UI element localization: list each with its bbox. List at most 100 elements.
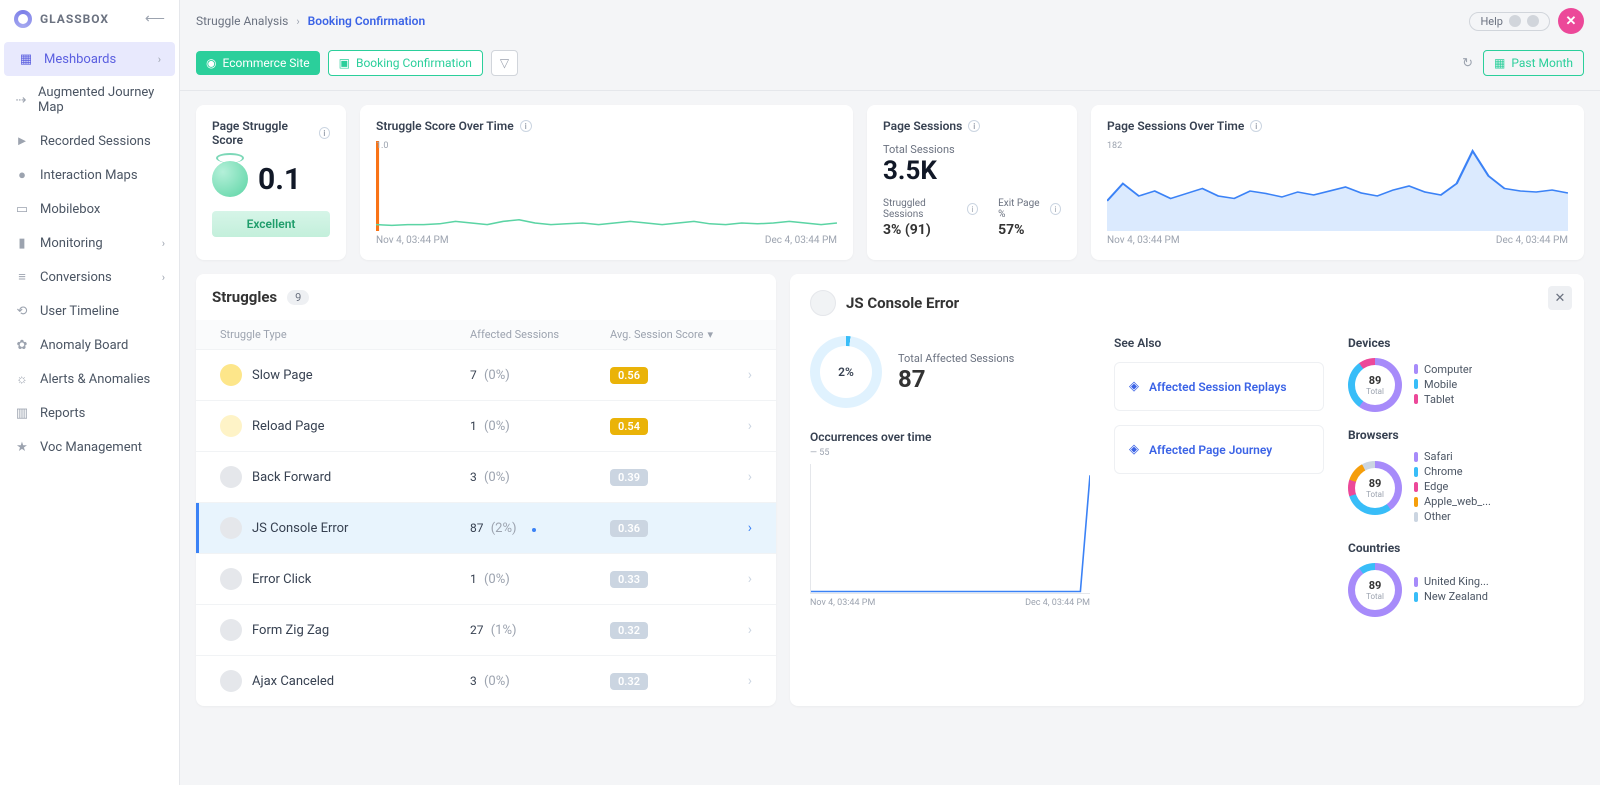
info-icon[interactable]: i xyxy=(1050,203,1061,215)
sidebar-item-reports[interactable]: ▥Reports xyxy=(0,396,179,430)
exit-value: 57% xyxy=(998,222,1061,238)
sidebar-item-augmented-journey-map[interactable]: ⇢Augmented Journey Map xyxy=(0,76,179,124)
sidebar-item-anomaly-board[interactable]: ✿Anomaly Board xyxy=(0,328,179,362)
chevron-right-icon: › xyxy=(162,271,165,284)
table-row[interactable]: Form Zig Zag 27 (1%) 0.32 › xyxy=(196,604,776,655)
info-icon[interactable]: i xyxy=(520,120,532,132)
exit-label: Exit Page % xyxy=(998,198,1046,220)
occ-from: Nov 4, 03:44 PM xyxy=(810,598,875,608)
close-detail-button[interactable]: ✕ xyxy=(1548,286,1572,310)
refresh-icon[interactable]: ↻ xyxy=(1462,56,1473,71)
donut-pct: 2% xyxy=(810,336,882,408)
mobile-icon: ▭ xyxy=(14,201,30,217)
sidebar-item-conversions[interactable]: ≡Conversions› xyxy=(0,260,179,294)
gear-icon: ✿ xyxy=(14,337,30,353)
nav-label: Alerts & Anomalies xyxy=(40,372,150,387)
close-overlay-button[interactable]: ✕ xyxy=(1558,8,1584,34)
table-row[interactable]: Back Forward 3 (0%) 0.39 › xyxy=(196,451,776,502)
sidebar-item-monitoring[interactable]: ▮Monitoring› xyxy=(0,226,179,260)
link-label: Affected Session Replays xyxy=(1149,380,1287,394)
info-icon[interactable]: i xyxy=(1250,120,1262,132)
row-affected-count: 1 xyxy=(470,419,477,433)
info-icon[interactable]: i xyxy=(968,120,980,132)
legend-item: Computer xyxy=(1414,363,1472,376)
score-chart-ymax: 1.0 xyxy=(376,141,389,151)
filter-button[interactable]: ▽ xyxy=(491,50,518,76)
site-label: Ecommerce Site xyxy=(222,56,309,70)
row-affected-pct: (0%) xyxy=(484,470,510,485)
sessions-title: Page Sessions xyxy=(883,119,962,133)
row-affected-count: 87 xyxy=(470,521,484,535)
detail-type-icon xyxy=(810,290,836,316)
nav-label: Voc Management xyxy=(40,440,142,455)
total-sessions-value: 3.5K xyxy=(883,156,1061,186)
tas-value: 87 xyxy=(898,365,1014,393)
legend-swatch xyxy=(1414,497,1418,507)
sidebar-item-mobilebox[interactable]: ▭Mobilebox xyxy=(0,192,179,226)
struggles-count: 9 xyxy=(287,290,309,305)
date-range-button[interactable]: ▦ Past Month xyxy=(1483,50,1584,76)
row-score: 0.39 xyxy=(610,469,648,486)
legend-item: New Zealand xyxy=(1414,590,1489,603)
sidebar-item-interaction-maps[interactable]: ●Interaction Maps xyxy=(0,158,179,192)
chevron-right-icon: › xyxy=(162,237,165,250)
legend-label: Computer xyxy=(1424,363,1472,376)
table-row[interactable]: Error Click 1 (0%) 0.33 › xyxy=(196,553,776,604)
segment-legend: SafariChromeEdgeApple_web_...Other xyxy=(1414,450,1491,525)
site-icon: ◉ xyxy=(206,56,216,70)
sort-icon: ▾ xyxy=(707,328,713,341)
info-icon[interactable]: i xyxy=(967,203,978,215)
sidebar-item-user-timeline[interactable]: ⟲User Timeline xyxy=(0,294,179,328)
struggled-value: 3% (91) xyxy=(883,222,978,238)
occ-ymax: — 55 xyxy=(810,448,1090,458)
page-chip[interactable]: ▣ Booking Confirmation xyxy=(328,50,483,76)
legend-swatch xyxy=(1414,379,1418,389)
route-icon: ◈ xyxy=(1129,442,1139,457)
score-chart-to: Dec 4, 03:44 PM xyxy=(765,235,837,246)
help-icon xyxy=(1509,15,1521,27)
struggle-type-icon xyxy=(220,364,242,386)
sidebar-item-recorded-sessions[interactable]: ►Recorded Sessions xyxy=(0,124,179,158)
see-also-link[interactable]: ◈ Affected Page Journey xyxy=(1114,425,1324,474)
collapse-sidebar-icon[interactable]: ⟵ xyxy=(145,11,165,27)
total-sessions-label: Total Sessions xyxy=(883,143,1061,156)
segment-total: 89 xyxy=(1369,579,1382,592)
chevron-right-icon: › xyxy=(748,469,752,485)
info-icon[interactable]: i xyxy=(319,127,330,139)
legend-swatch xyxy=(1414,482,1418,492)
score-chart xyxy=(376,141,837,231)
legend-item: United King... xyxy=(1414,575,1489,588)
help-button[interactable]: Help xyxy=(1469,12,1550,31)
breadcrumb-parent[interactable]: Struggle Analysis xyxy=(196,14,288,28)
table-row[interactable]: Ajax Canceled 3 (0%) 0.32 › xyxy=(196,655,776,706)
sidebar-item-voc-management[interactable]: ★Voc Management xyxy=(0,430,179,464)
legend-swatch xyxy=(1414,394,1418,404)
row-affected-pct: (2%) xyxy=(491,521,517,536)
site-chip[interactable]: ◉ Ecommerce Site xyxy=(196,51,320,75)
page-label: Booking Confirmation xyxy=(356,56,472,70)
col-score[interactable]: Avg. Session Score ▾ xyxy=(610,328,752,341)
link-label: Affected Page Journey xyxy=(1149,443,1272,457)
row-score: 0.33 xyxy=(610,571,648,588)
row-affected-count: 1 xyxy=(470,572,477,586)
chevron-right-icon: › xyxy=(748,571,752,587)
sessions-chart-from: Nov 4, 03:44 PM xyxy=(1107,235,1180,246)
score-badge: Excellent xyxy=(212,211,330,237)
table-row[interactable]: JS Console Error 87 (2%) 0.36 › xyxy=(196,502,776,553)
table-row[interactable]: Slow Page 7 (0%) 0.56 › xyxy=(196,349,776,400)
see-also-link[interactable]: ◈Affected Session Replays xyxy=(1114,362,1324,411)
sidebar-item-meshboards[interactable]: ▦Meshboards› xyxy=(4,42,175,76)
sidebar-item-alerts-&-anomalies[interactable]: ☼Alerts & Anomalies xyxy=(0,362,179,396)
row-name: Ajax Canceled xyxy=(252,674,334,689)
row-affected-count: 3 xyxy=(470,470,477,484)
legend-label: Apple_web_... xyxy=(1424,495,1491,508)
struggle-detail-card: ✕ JS Console Error 2% Total xyxy=(790,274,1584,706)
table-row[interactable]: Reload Page 1 (0%) 0.54 › xyxy=(196,400,776,451)
row-name: Back Forward xyxy=(252,470,331,485)
segment-total-label: Total xyxy=(1366,490,1384,499)
nav-label: User Timeline xyxy=(40,304,119,319)
struggle-type-icon xyxy=(220,670,242,692)
play-icon: ► xyxy=(14,133,30,149)
segment-total: 89 xyxy=(1369,477,1382,490)
chevron-right-icon: › xyxy=(748,367,752,383)
